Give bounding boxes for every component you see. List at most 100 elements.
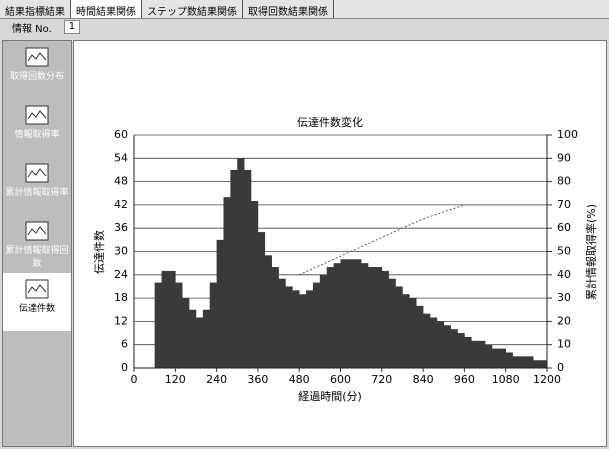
x-tick-label: 360 — [247, 373, 268, 386]
sidebar-label: 取得回数分布 — [9, 72, 64, 82]
bar — [519, 356, 527, 368]
bar — [402, 294, 410, 368]
sidebar-item[interactable]: 伝達件数 — [3, 273, 71, 331]
sidebar-item[interactable]: 累計情報取得率 — [3, 157, 71, 215]
bar — [464, 336, 472, 368]
bar — [264, 255, 272, 368]
bar — [237, 158, 245, 368]
bar — [326, 267, 334, 368]
sidebar-item[interactable]: 取得回数分布 — [3, 41, 71, 99]
y2-tick-label: 100 — [557, 128, 578, 141]
y2-tick-label: 10 — [557, 338, 571, 351]
bar — [368, 267, 376, 368]
icon-wave — [27, 226, 47, 236]
bar — [333, 263, 341, 368]
y2-axis-label: 累計情報取得率(%) — [584, 204, 598, 300]
tab[interactable]: 取得回数結果関係 — [243, 0, 334, 18]
y2-tick-label: 70 — [557, 198, 571, 211]
bar — [491, 348, 500, 368]
bar — [230, 169, 238, 368]
y-tick-label: 12 — [114, 314, 128, 327]
bar — [278, 278, 286, 368]
bar — [436, 321, 445, 368]
y2-tick-label: 40 — [557, 268, 571, 281]
tab[interactable]: ステップ数結果関係 — [142, 0, 243, 18]
bar — [306, 290, 314, 368]
icon — [25, 47, 49, 67]
y2-tick-label: 60 — [557, 221, 571, 234]
x-tick-label: 840 — [413, 373, 434, 386]
tab[interactable]: 時間結果関係 — [71, 0, 142, 18]
bar — [512, 356, 520, 368]
icon-wave — [27, 168, 47, 178]
bar — [381, 270, 389, 368]
bar — [457, 333, 465, 368]
info-value[interactable]: 1 — [63, 20, 81, 34]
bar — [182, 298, 190, 368]
x-tick-label: 480 — [289, 373, 310, 386]
y-tick-label: 18 — [114, 291, 128, 304]
x-axis-label: 経過時間(分) — [298, 390, 362, 403]
info-row: 情報 No. 1 — [0, 19, 81, 35]
bar — [251, 201, 259, 368]
chart-title: 伝達件数変化 — [297, 115, 363, 129]
y-tick-label: 42 — [114, 198, 128, 211]
y-tick-label: 60 — [114, 128, 128, 141]
x-tick-label: 720 — [371, 373, 392, 386]
bar — [540, 360, 548, 368]
x-tick-label: 120 — [165, 373, 186, 386]
bar — [533, 360, 541, 368]
y-tick-label: 0 — [121, 361, 128, 374]
tab[interactable]: 結果指標結果 — [0, 0, 71, 18]
cumulative-line — [298, 204, 547, 276]
bar — [340, 259, 348, 368]
bar — [409, 298, 417, 368]
bar — [478, 340, 486, 368]
y-tick-label: 6 — [121, 338, 128, 351]
icon-wave — [27, 110, 47, 120]
y2-tick-label: 50 — [557, 245, 571, 258]
bar — [189, 309, 197, 368]
sidebar-label: 伝達件数 — [18, 304, 55, 314]
bar — [498, 348, 506, 368]
bar — [505, 352, 513, 368]
bar — [388, 278, 396, 368]
bar — [292, 290, 300, 368]
bar — [257, 232, 266, 368]
bar — [450, 329, 458, 368]
sidebar-item[interactable]: 累計情報取得回数 — [3, 215, 71, 273]
sidebar-item[interactable]: 情報取得率 — [3, 99, 71, 157]
y-tick-label: 48 — [114, 175, 128, 188]
bar — [395, 286, 403, 368]
sidebar-label: 累計情報取得率 — [5, 188, 69, 198]
bar — [361, 263, 369, 368]
icon — [25, 163, 49, 183]
y2-tick-label: 80 — [557, 175, 571, 188]
bar — [485, 344, 493, 368]
bar — [299, 294, 307, 368]
bar — [161, 270, 169, 368]
icon — [25, 105, 49, 125]
bar — [271, 267, 279, 368]
bar — [347, 259, 355, 368]
bar — [223, 197, 231, 368]
bar — [209, 282, 217, 368]
bar — [312, 282, 321, 368]
y2-tick-label: 20 — [557, 314, 571, 327]
bar — [471, 340, 479, 368]
bar — [526, 356, 534, 368]
bar — [168, 270, 176, 368]
bar — [285, 286, 293, 368]
bar — [202, 309, 211, 368]
y-tick-label: 30 — [114, 245, 128, 258]
y2-tick-label: 90 — [557, 151, 571, 164]
bar — [195, 317, 204, 368]
bar — [429, 317, 438, 368]
bar — [319, 274, 328, 368]
y2-tick-label: 30 — [557, 291, 571, 304]
bar — [154, 282, 162, 368]
y-tick-label: 36 — [114, 221, 128, 234]
bar — [354, 259, 362, 368]
